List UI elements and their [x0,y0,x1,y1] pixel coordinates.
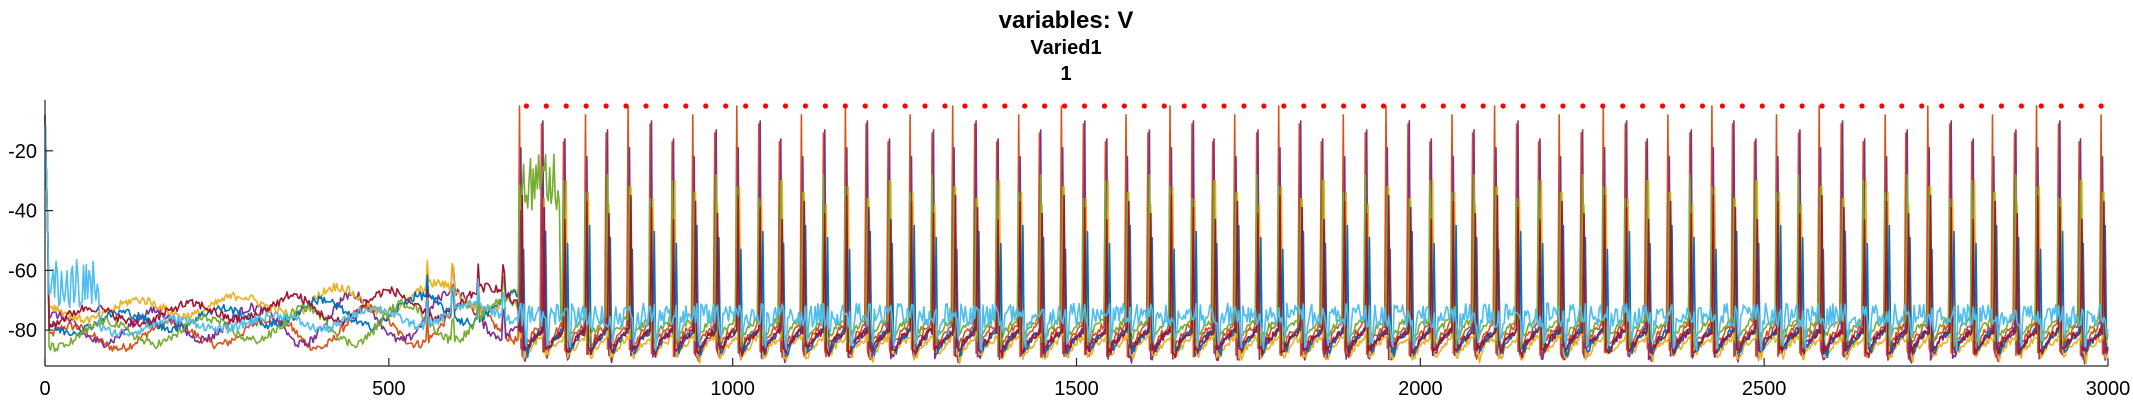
spike-marker [982,103,988,109]
x-tick-label: 500 [372,378,405,400]
spike-marker [1221,103,1227,109]
spike-marker [1998,103,2005,109]
y-tick-label: -80 [8,320,37,342]
spike-marker [1580,103,1586,109]
spike-marker [1380,103,1387,109]
spike-marker [1301,103,1307,109]
spike-marker [1341,103,1347,109]
spike-marker [962,103,968,109]
spike-marker [1939,103,1945,109]
spike-marker [523,103,529,109]
spike-marker [842,103,848,109]
spike-marker [1799,103,1805,109]
spike-marker [1360,103,1367,109]
spike-marker [1560,103,1566,109]
spike-marker [1440,103,1446,109]
spike-marker [882,103,888,109]
spike-marker [1839,103,1845,109]
spike-marker [1819,103,1825,109]
spike-marker [1719,103,1725,109]
spike-marker [623,103,629,109]
x-tick-label: 1000 [710,378,755,400]
spike-marker [1978,103,1985,109]
spike-marker [1759,103,1765,109]
spike-marker [1659,103,1666,109]
spike-marker [1879,103,1885,109]
spike-marker [1919,103,1925,109]
spike-marker [1460,103,1466,109]
spike-marker [743,103,749,109]
spike-marker [1480,103,1486,109]
spike-marker [2038,103,2044,109]
spike-marker [703,103,709,109]
spike-marker [1420,103,1426,109]
spike-marker [862,103,868,109]
x-tick-label: 3000 [2086,378,2131,400]
trace-line [44,105,2109,362]
x-tick-label: 1500 [1054,378,1099,400]
trace-line [44,114,2109,359]
spike-marker [802,103,809,109]
spike-marker [1161,103,1167,109]
spike-marker [543,103,549,109]
plot-area: 0 500 1000 1500 2000 2500 3000 -20 -40 -60 -80 [8,100,2130,400]
x-tick-label: 2500 [1742,378,1787,400]
spike-marker [1241,103,1247,109]
chart-title: variables: V [999,7,1134,34]
spike-marker [1181,103,1187,109]
spike-marker [2058,103,2064,109]
spike-marker [762,103,769,109]
spike-marker [1121,103,1127,109]
spike-marker [2018,103,2024,109]
spike-marker [583,103,589,109]
spike-marker [942,103,948,109]
spike-marker [1620,103,1626,109]
spike-marker [1520,103,1526,109]
spike-marker [1779,103,1785,109]
spike-marker [1958,103,1965,109]
spike-marker [1739,103,1745,109]
spike-marker [1540,103,1546,109]
y-tick-label: -60 [8,260,37,282]
y-tick-label: -40 [8,201,37,223]
spike-marker [683,103,689,109]
spike-marker [2098,103,2104,109]
x-tick-label: 2000 [1398,378,1443,400]
y-tick-label: -20 [8,141,37,163]
spike-marker [822,103,828,109]
spike-marker [603,103,609,109]
spike-marker [1321,103,1327,109]
spike-marker [2078,103,2084,109]
spike-marker [902,103,908,109]
spike-marker [1022,103,1028,109]
spike-marker [1400,103,1407,109]
x-tick-label: 0 [39,378,50,400]
spike-marker [1600,103,1606,109]
spike-marker [663,103,669,109]
spike-marker [723,103,729,109]
spike-marker [1002,103,1008,109]
chart-subtitle: Varied1 [1030,37,1101,59]
spike-marker [563,103,569,109]
spike-marker [782,103,789,109]
spike-marker [1699,103,1706,109]
spike-marker [1859,103,1865,109]
spike-marker [643,103,649,109]
spike-marker [1500,103,1506,109]
spike-marker [1281,103,1287,109]
spike-marker [1679,103,1686,109]
spike-marker [1101,103,1108,109]
spike-marker [1141,103,1147,109]
spike-marker [922,103,928,109]
chart-subsubtitle: 1 [1060,63,1071,85]
spike-marker [1640,103,1646,109]
spike-marker [1899,103,1905,109]
spike-marker [1061,103,1068,109]
spike-marker [1042,103,1048,109]
trace-line [44,114,2109,352]
spike-marker [1261,103,1267,109]
spike-marker [1201,103,1207,109]
spike-marker [1081,103,1088,109]
